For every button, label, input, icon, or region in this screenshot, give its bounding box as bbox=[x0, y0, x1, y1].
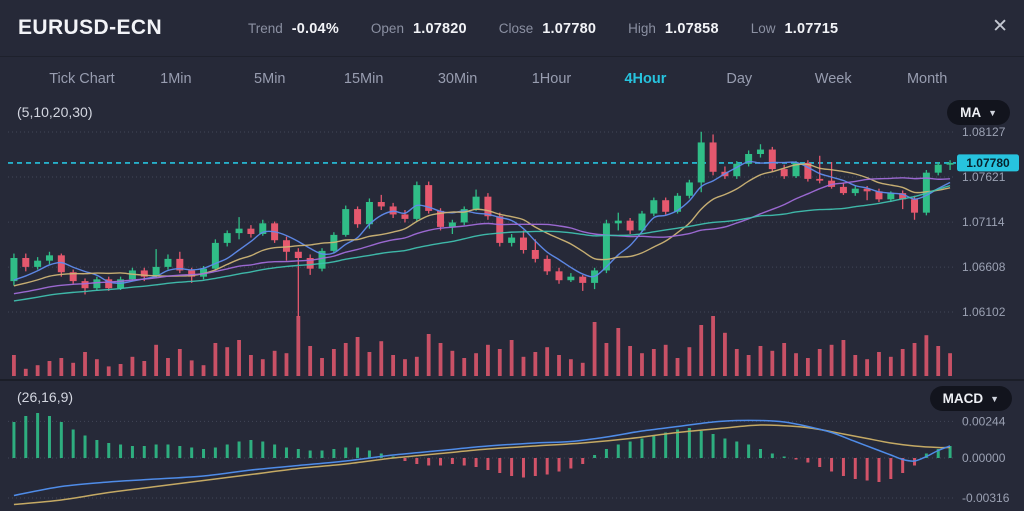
svg-text:1.07114: 1.07114 bbox=[962, 215, 1005, 229]
svg-text:0.00244: 0.00244 bbox=[962, 414, 1006, 428]
tab-week[interactable]: Week bbox=[814, 70, 852, 87]
stat-label: High bbox=[628, 20, 656, 36]
svg-text:1.06608: 1.06608 bbox=[962, 260, 1006, 274]
tab-5min[interactable]: 5Min bbox=[254, 70, 286, 87]
svg-text:1.07780: 1.07780 bbox=[966, 156, 1010, 170]
stat-low: Low 1.07715 bbox=[751, 21, 839, 37]
symbol-title: EURUSD-ECN bbox=[18, 16, 163, 39]
stat-trend: Trend -0.04% bbox=[248, 21, 339, 37]
stat-value: -0.04% bbox=[291, 20, 339, 37]
ma-indicator-button[interactable]: MA ▼ bbox=[947, 100, 1010, 125]
tab-15min[interactable]: 15Min bbox=[343, 70, 384, 87]
svg-text:-0.00316: -0.00316 bbox=[962, 491, 1010, 505]
stat-label: Low bbox=[750, 20, 776, 36]
tab-4hour[interactable]: 4Hour bbox=[624, 70, 667, 87]
tab-30min[interactable]: 30Min bbox=[437, 70, 478, 87]
close-icon[interactable]: ✕ bbox=[992, 16, 1008, 37]
ma-button-label: MA bbox=[960, 105, 982, 120]
stat-value: 1.07715 bbox=[784, 20, 839, 37]
stat-open: Open 1.07820 bbox=[371, 21, 467, 37]
price-chart[interactable]: 1.08127 1.07621 1.07114 1.06608 1.06102 1.077… bbox=[0, 100, 1024, 382]
svg-text:0.00000: 0.00000 bbox=[962, 451, 1006, 465]
stat-value: 1.07780 bbox=[542, 20, 597, 37]
stat-value: 1.07820 bbox=[412, 20, 467, 37]
stat-label: Close bbox=[498, 20, 534, 36]
ma-lines bbox=[13, 160, 951, 302]
stat-label: Trend bbox=[248, 20, 283, 36]
timeframe-tabs: Tick Chart 1Min 5Min 15Min 30Min 1Hour 4… bbox=[0, 57, 1024, 100]
tab-tick-chart[interactable]: Tick Chart bbox=[49, 70, 115, 87]
stat-close: Close 1.07780 bbox=[499, 21, 596, 37]
stat-value: 1.07858 bbox=[664, 20, 719, 37]
stat-high: High 1.07858 bbox=[628, 21, 719, 37]
price-y-axis-labels: 1.08127 1.07621 1.07114 1.06608 1.06102 bbox=[962, 125, 1006, 319]
volume-bars bbox=[12, 316, 952, 376]
svg-text:1.07621: 1.07621 bbox=[962, 170, 1006, 184]
tab-day[interactable]: Day bbox=[726, 70, 753, 87]
macd-params-label: (26,16,9) bbox=[17, 389, 74, 405]
header: EURUSD-ECN Trend -0.04% Open 1.07820 Clo… bbox=[0, 0, 1024, 57]
stat-label: Open bbox=[370, 20, 404, 36]
panel-divider bbox=[0, 379, 1024, 381]
svg-text:1.08127: 1.08127 bbox=[962, 125, 1006, 139]
current-price-badge: 1.07780 bbox=[957, 154, 1019, 172]
macd-lines bbox=[13, 419, 951, 506]
tab-month[interactable]: Month bbox=[906, 70, 948, 87]
macd-histogram bbox=[12, 413, 952, 482]
stats-bar: Trend -0.04% Open 1.07820 Close 1.07780 … bbox=[248, 0, 838, 57]
macd-chart[interactable]: 0.00244 0.00000 -0.00316 bbox=[0, 382, 1024, 511]
macd-indicator-button[interactable]: MACD ▼ bbox=[929, 386, 1012, 411]
svg-text:1.06102: 1.06102 bbox=[962, 305, 1006, 319]
tab-1min[interactable]: 1Min bbox=[160, 70, 192, 87]
ma-params-label: (5,10,20,30) bbox=[17, 104, 93, 120]
macd-y-axis-labels: 0.00244 0.00000 -0.00316 bbox=[962, 414, 1010, 505]
macd-button-label: MACD bbox=[942, 391, 984, 406]
chevron-down-icon: ▼ bbox=[988, 107, 997, 118]
tab-1hour[interactable]: 1Hour bbox=[531, 70, 572, 87]
chevron-down-icon: ▼ bbox=[990, 393, 999, 404]
